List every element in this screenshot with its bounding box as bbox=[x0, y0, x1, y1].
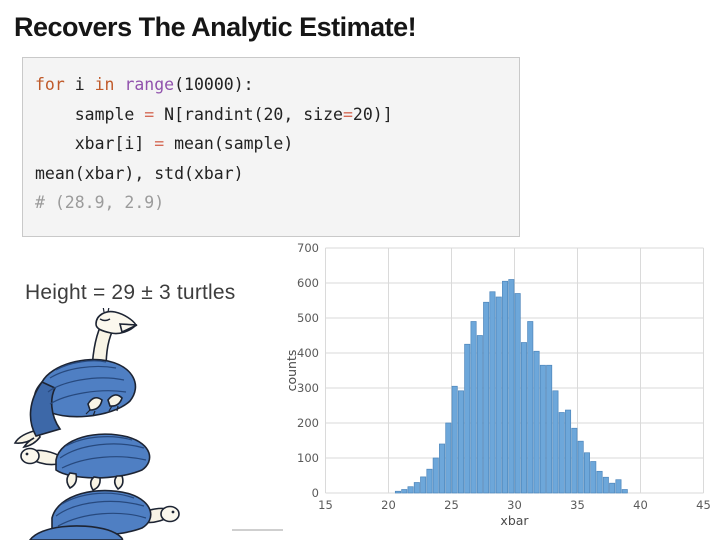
histogram-bar bbox=[596, 470, 603, 494]
code-line: # (28.9, 2.9) bbox=[35, 193, 165, 212]
bottom-turtle bbox=[51, 489, 180, 540]
partial-shell bbox=[29, 525, 124, 540]
code-line: sample = N[randint(20, size=20)] bbox=[35, 104, 393, 124]
histogram-bar bbox=[546, 364, 553, 494]
histogram-bar bbox=[527, 321, 534, 494]
middle-turtle bbox=[20, 433, 151, 491]
x-tick-label: 15 bbox=[318, 498, 333, 512]
code-line: mean(xbar), std(xbar) bbox=[35, 163, 244, 183]
histogram-bar bbox=[420, 476, 427, 494]
histogram-bar bbox=[439, 443, 446, 494]
histogram-bar bbox=[426, 468, 433, 494]
top-turtle bbox=[13, 308, 138, 449]
histogram-bar bbox=[583, 452, 590, 494]
y-tick-label: 200 bbox=[297, 416, 319, 430]
histogram-bar bbox=[552, 390, 559, 494]
histogram-bar bbox=[520, 342, 527, 494]
x-tick-label: 45 bbox=[696, 498, 711, 512]
histogram-bar bbox=[514, 293, 521, 494]
turtle-stack-illustration bbox=[0, 308, 232, 540]
histogram-bar bbox=[539, 364, 546, 494]
code-line: for i in range(10000): bbox=[35, 75, 254, 94]
histogram-bar bbox=[495, 296, 502, 494]
x-tick-label: 20 bbox=[381, 498, 396, 512]
slide-title: Recovers The Analytic Estimate! bbox=[14, 12, 417, 42]
histogram-bar bbox=[464, 343, 471, 494]
histogram-bar bbox=[571, 427, 578, 494]
x-tick-label: 25 bbox=[444, 498, 459, 512]
x-axis-label: xbar bbox=[500, 513, 529, 528]
histogram-bar bbox=[602, 476, 609, 494]
histogram-bar bbox=[457, 390, 464, 494]
histogram-bar bbox=[577, 440, 584, 494]
histogram-bar bbox=[558, 412, 565, 494]
histogram-bar bbox=[407, 486, 414, 494]
histogram-bar bbox=[470, 321, 477, 494]
histogram-bar bbox=[609, 482, 616, 494]
x-tick-label: 40 bbox=[633, 498, 648, 512]
x-tick-label: 30 bbox=[507, 498, 522, 512]
histogram-bar bbox=[508, 279, 515, 494]
histogram-bar bbox=[413, 482, 420, 494]
histogram-bar bbox=[483, 301, 490, 494]
histogram-bar bbox=[445, 422, 452, 494]
y-tick-label: 100 bbox=[297, 451, 319, 465]
histogram-bar bbox=[489, 291, 496, 494]
y-tick-label: 500 bbox=[297, 311, 319, 325]
histogram-bar bbox=[565, 409, 572, 494]
height-annotation: Height = 29 ± 3 turtles bbox=[25, 281, 236, 304]
histogram-chart: 15 20 25 30 35 40 45 0 100 200 300 400 500 600 700 xbar… bbox=[283, 238, 720, 538]
histogram-bar bbox=[590, 461, 597, 494]
histogram-bar bbox=[451, 385, 458, 494]
histogram-bar bbox=[394, 490, 401, 494]
histogram-bar bbox=[502, 280, 509, 494]
histogram-bar bbox=[476, 335, 483, 494]
code-line: xbar[i] = mean(sample) bbox=[35, 134, 294, 153]
x-tick-label: 35 bbox=[570, 498, 585, 512]
y-axis-label: counts bbox=[284, 350, 299, 392]
y-tick-label: 0 bbox=[312, 486, 319, 500]
histogram-bar bbox=[533, 350, 540, 494]
y-tick-label: 400 bbox=[297, 346, 319, 360]
code-block: for i in range(10000): sample = N[randin… bbox=[22, 57, 520, 237]
y-tick-label: 600 bbox=[297, 276, 319, 290]
histogram-bar bbox=[401, 489, 408, 494]
y-tick-label: 700 bbox=[297, 241, 319, 255]
histogram-bar bbox=[615, 479, 622, 494]
histogram-bar bbox=[621, 489, 628, 494]
y-tick-label: 300 bbox=[297, 381, 319, 395]
histogram-bar bbox=[432, 457, 439, 494]
